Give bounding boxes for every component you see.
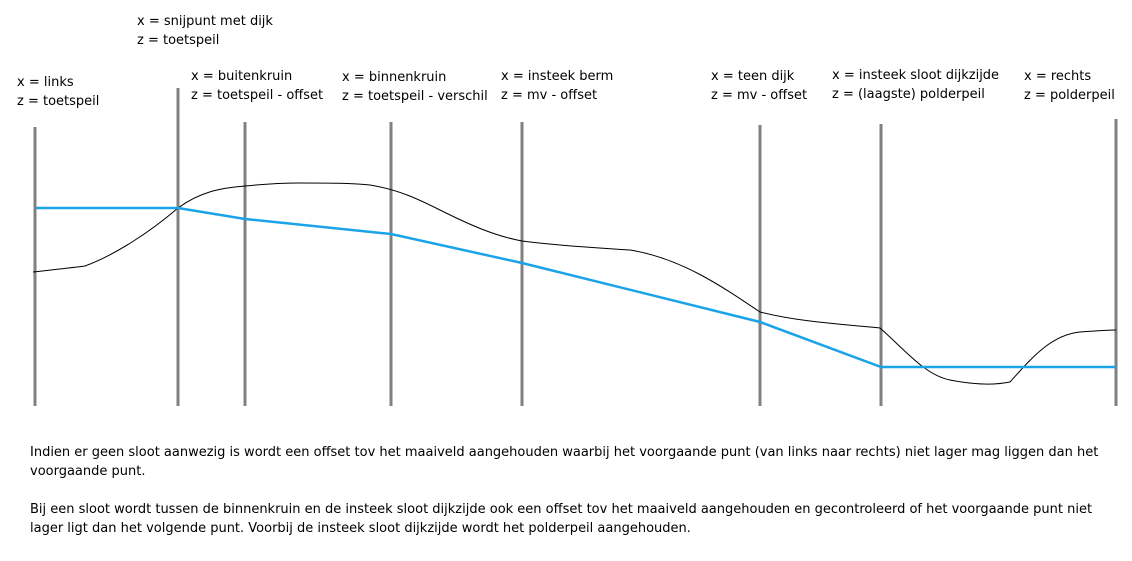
- diagram-canvas: [32, 88, 1118, 406]
- offset-level-line: [35, 206, 1116, 369]
- marker-label-insteek-berm: x = insteek berm z = mv - offset: [501, 67, 613, 105]
- marker-x-label: x = buitenkruin: [191, 69, 293, 84]
- marker-x-label: x = insteek berm: [501, 69, 614, 84]
- marker-z-label: z = toetspeil: [17, 94, 100, 109]
- marker-label-buitenkruin: x = buitenkruin z = toetspeil - offset: [191, 67, 323, 105]
- marker-label-links: x = links z = toetspeil: [17, 73, 99, 111]
- marker-label-insteek-sloot: x = insteek sloot dijkzijde z = (laagste…: [832, 66, 999, 104]
- marker-x-label: x = links: [17, 75, 74, 90]
- marker-z-label: z = mv - offset: [501, 88, 598, 103]
- note-paragraph-no-ditch: Indien er geen sloot aanwezig is wordt e…: [30, 445, 1099, 479]
- marker-z-label: z = toetspeil - offset: [191, 88, 324, 103]
- marker-label-rechts: x = rechts z = polderpeil: [1024, 67, 1115, 105]
- marker-label-teen-dijk: x = teen dijk z = mv - offset: [711, 67, 807, 105]
- dike-profile-diagram: x = links z = toetspeil x = snijpunt met…: [17, 12, 1118, 406]
- marker-x-label: x = binnenkruin: [342, 70, 447, 85]
- marker-label-binnenkruin: x = binnenkruin z = toetspeil - verschil: [342, 68, 488, 106]
- marker-label-snijpunt: x = snijpunt met dijk z = toetspeil: [137, 12, 273, 50]
- marker-z-label: z = mv - offset: [711, 88, 808, 103]
- terrain-surface-line: [32, 182, 1117, 385]
- marker-x-label: x = teen dijk: [711, 69, 795, 84]
- marker-x-label: x = rechts: [1024, 69, 1092, 84]
- marker-z-label: z = toetspeil - verschil: [342, 89, 488, 104]
- marker-z-label: z = polderpeil: [1024, 88, 1115, 103]
- marker-x-label: x = snijpunt met dijk: [137, 14, 273, 29]
- marker-x-label: x = insteek sloot dijkzijde: [832, 68, 1000, 83]
- marker-z-label: z = (laagste) polderpeil: [832, 87, 985, 102]
- marker-z-label: z = toetspeil: [137, 33, 220, 48]
- note-paragraph-with-ditch: Bij een sloot wordt tussen de binnenkrui…: [30, 502, 1093, 536]
